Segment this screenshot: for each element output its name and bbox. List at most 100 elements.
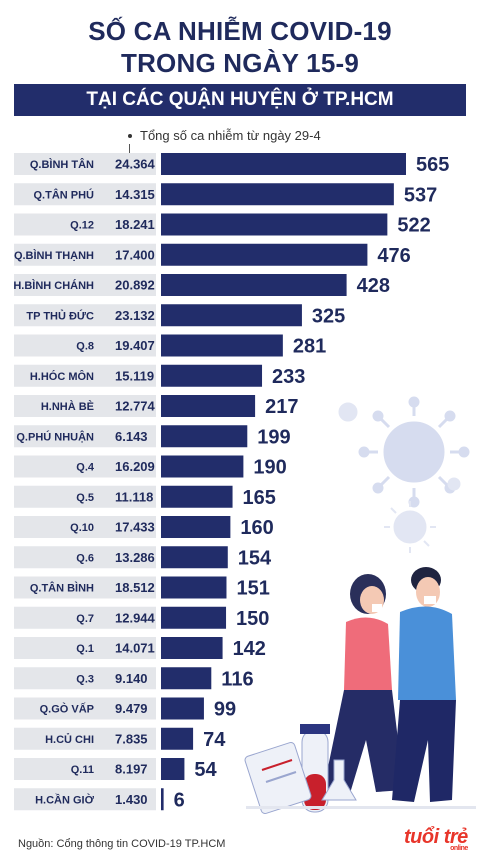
total-label: 9.479 [115, 701, 148, 716]
bar [161, 516, 231, 538]
category-label: Q.BÌNH TÂN [30, 158, 94, 171]
total-label: 17.400 [115, 247, 155, 262]
total-label: 23.132 [115, 308, 155, 323]
category-label-bg [14, 576, 156, 599]
category-label-bg [14, 697, 156, 720]
value-label: 476 [377, 245, 410, 267]
value-label: 233 [272, 366, 305, 388]
bar [161, 606, 227, 629]
bar [161, 758, 185, 780]
chart-title-line1: SỐ CA NHIỄM COVID-19 [88, 16, 392, 46]
bar [161, 788, 164, 811]
category-label-bg [14, 425, 156, 448]
total-label: 20.892 [115, 278, 155, 293]
category-label: H.HÓC MÔN [30, 370, 94, 383]
bar [161, 425, 248, 448]
legend-dot-icon [128, 133, 132, 138]
category-label: Q.1 [76, 643, 94, 655]
category-label-bg [14, 183, 156, 206]
total-label: 14.315 [115, 187, 155, 202]
category-label: H.CỦ CHI [45, 733, 94, 746]
total-label: 7.835 [115, 731, 148, 746]
category-label: Q.PHÚ NHUẬN [16, 430, 94, 443]
category-label: Q.BÌNH THẠNH [14, 249, 94, 262]
floor-line [246, 806, 476, 809]
bar [161, 334, 283, 357]
bar [161, 576, 227, 599]
category-label-bg [14, 546, 156, 569]
category-label: Q.TÂN BÌNH [30, 582, 94, 595]
virus-icon [384, 501, 436, 553]
brand-logo: tuổi trẻ online [404, 826, 468, 852]
virus-icon [338, 402, 461, 491]
category-label: Q.6 [76, 552, 94, 564]
bar [161, 455, 244, 478]
bar [161, 243, 368, 266]
total-label: 24.364 [115, 157, 156, 172]
bar [161, 637, 223, 659]
total-label: 13.286 [115, 550, 155, 565]
chart-subtitle: TẠI CÁC QUẬN HUYỆN Ở TP.HCM [14, 84, 466, 116]
bar [161, 395, 256, 417]
category-label: Q.10 [70, 522, 94, 534]
woman-figure [322, 574, 404, 800]
subtitle-text: TẠI CÁC QUẬN HUYỆN Ở TP.HCM [86, 89, 394, 110]
bar [161, 727, 194, 750]
category-label-bg [14, 395, 156, 417]
value-label: 160 [240, 517, 273, 539]
category-label-bg [14, 455, 156, 478]
total-label: 1.430 [115, 792, 148, 807]
legend-text: Tổng số ca nhiễm từ ngày 29-4 [140, 128, 321, 143]
bar [161, 304, 302, 327]
bar [161, 697, 204, 720]
category-label: H.CẦN GIỜ [35, 793, 95, 806]
total-label: 18.512 [115, 580, 155, 595]
value-label: 74 [203, 729, 226, 751]
total-label: 14.071 [115, 641, 155, 656]
value-label: 190 [253, 457, 286, 479]
bar [161, 485, 233, 508]
value-label: 6 [174, 789, 185, 811]
category-label-bg [14, 334, 156, 357]
category-label-bg [14, 516, 156, 538]
category-label-bg [14, 637, 156, 659]
bar [161, 364, 263, 387]
chart-title-line2: TRONG NGÀY 15-9 [120, 48, 359, 78]
category-label-bg [14, 727, 156, 750]
category-label: H.NHÀ BÈ [41, 400, 94, 413]
total-label: 6.143 [115, 429, 148, 444]
category-label-bg [14, 153, 156, 175]
total-label: 19.407 [115, 338, 155, 353]
category-label-bg [14, 364, 156, 387]
value-label: 537 [404, 184, 437, 206]
category-label-bg [14, 667, 156, 690]
value-label: 199 [257, 426, 290, 448]
bar [161, 274, 347, 296]
category-label: Q.7 [76, 613, 94, 625]
logo-subtext: online [450, 845, 468, 852]
value-label: 565 [416, 154, 449, 176]
category-label: Q.12 [70, 220, 94, 232]
total-label: 16.209 [115, 459, 155, 474]
value-label: 54 [194, 759, 217, 781]
category-label: Q.4 [76, 462, 95, 474]
category-label: Q.GÒ VẤP [40, 703, 94, 716]
value-label: 428 [357, 275, 390, 297]
category-label: H.BÌNH CHÁNH [13, 279, 94, 292]
value-label: 142 [233, 638, 266, 660]
value-label: 99 [214, 699, 236, 721]
total-label: 9.140 [115, 671, 148, 686]
bar [161, 183, 394, 206]
source-note: Nguồn: Cổng thông tin COVID-19 TP.HCM [18, 838, 226, 850]
total-label: 18.241 [115, 217, 155, 232]
bar [161, 667, 212, 690]
total-label: 8.197 [115, 762, 148, 777]
legend-leader-line [129, 144, 130, 156]
category-label: Q.TÂN PHÚ [34, 188, 95, 201]
category-label-bg [14, 304, 156, 327]
category-label-bg [14, 758, 156, 780]
category-label: TP THỦ ĐỨC [26, 309, 94, 322]
value-label: 150 [236, 608, 269, 630]
